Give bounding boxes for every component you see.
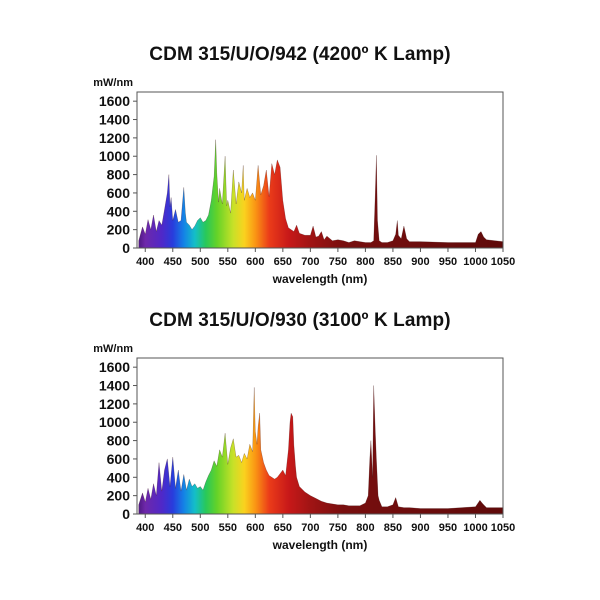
x-tick-label: 750 <box>329 256 347 268</box>
x-tick-label: 550 <box>219 256 237 268</box>
y-tick-label: 1200 <box>99 130 130 146</box>
x-tick-label: 950 <box>439 256 457 268</box>
y-tick-label: 0 <box>122 240 130 256</box>
chart-title: CDM 315/U/O/942 (4200º K Lamp) <box>149 44 451 65</box>
x-tick-label: 450 <box>164 256 182 268</box>
x-tick-label: 950 <box>439 522 457 534</box>
x-tick-label: 700 <box>301 522 319 534</box>
x-tick-label: 600 <box>246 256 264 268</box>
y-tick-label: 600 <box>107 451 131 467</box>
y-tick-label: 400 <box>107 469 131 485</box>
x-tick-label: 450 <box>164 522 182 534</box>
x-tick-label: 650 <box>274 256 292 268</box>
x-tick-label: 750 <box>329 522 347 534</box>
x-tick-label: 900 <box>411 522 429 534</box>
x-tick-label: 1050 <box>491 522 515 534</box>
x-axis-label: wavelength (nm) <box>272 538 368 552</box>
y-tick-label: 200 <box>107 488 131 504</box>
y-unit-label: mW/nm <box>93 77 133 89</box>
y-unit-label: mW/nm <box>93 343 133 355</box>
y-tick-label: 1400 <box>99 378 130 394</box>
x-tick-label: 850 <box>384 256 402 268</box>
x-tick-label: 1000 <box>463 256 487 268</box>
x-tick-label: 500 <box>191 522 209 534</box>
x-tick-label: 700 <box>301 256 319 268</box>
x-axis-label: wavelength (nm) <box>272 272 368 286</box>
x-tick-label: 550 <box>219 522 237 534</box>
y-tick-label: 1000 <box>99 148 130 164</box>
chart-title: CDM 315/U/O/930 (3100º K Lamp) <box>149 310 451 331</box>
chart-4200k: CDM 315/U/O/942 (4200º K Lamp) mW/nm 0 200… <box>0 44 600 292</box>
y-tick-label: 1600 <box>99 359 130 375</box>
plot-frame <box>136 91 504 249</box>
x-tick-label: 1050 <box>491 256 515 268</box>
plot-frame <box>136 357 504 515</box>
x-tick-label: 600 <box>246 522 264 534</box>
spectrum-area <box>138 385 504 515</box>
x-tick-label: 800 <box>356 522 374 534</box>
x-tick-label: 900 <box>411 256 429 268</box>
x-tick-label: 650 <box>274 522 292 534</box>
y-tick-label: 1600 <box>99 93 130 109</box>
y-tick-label: 1400 <box>99 112 130 128</box>
y-tick-label: 600 <box>107 185 131 201</box>
spectrum-plot-4200k: mW/nm 0 200 400 600 800 1000 1200 1400 1600 400 450… <box>93 77 515 286</box>
x-tick-label: 400 <box>136 256 154 268</box>
y-tick-label: 800 <box>107 433 131 449</box>
spectrum-area <box>138 139 504 249</box>
x-tick-label: 400 <box>136 522 154 534</box>
chart-3100k: CDM 315/U/O/930 (3100º K Lamp) mW/nm 0 200… <box>0 310 600 558</box>
x-tick-label: 800 <box>356 256 374 268</box>
y-tick-label: 200 <box>107 222 131 238</box>
spectrum-plot-3100k: mW/nm 0 200 400 600 800 1000 1200 1400 1600 400 450… <box>93 343 515 552</box>
x-tick-label: 1000 <box>463 522 487 534</box>
x-tick-label: 850 <box>384 522 402 534</box>
y-tick-label: 1000 <box>99 414 130 430</box>
x-tick-label: 500 <box>191 256 209 268</box>
y-tick-label: 400 <box>107 203 131 219</box>
y-tick-label: 800 <box>107 167 131 183</box>
y-tick-label: 1200 <box>99 396 130 412</box>
y-tick-label: 0 <box>122 506 130 522</box>
